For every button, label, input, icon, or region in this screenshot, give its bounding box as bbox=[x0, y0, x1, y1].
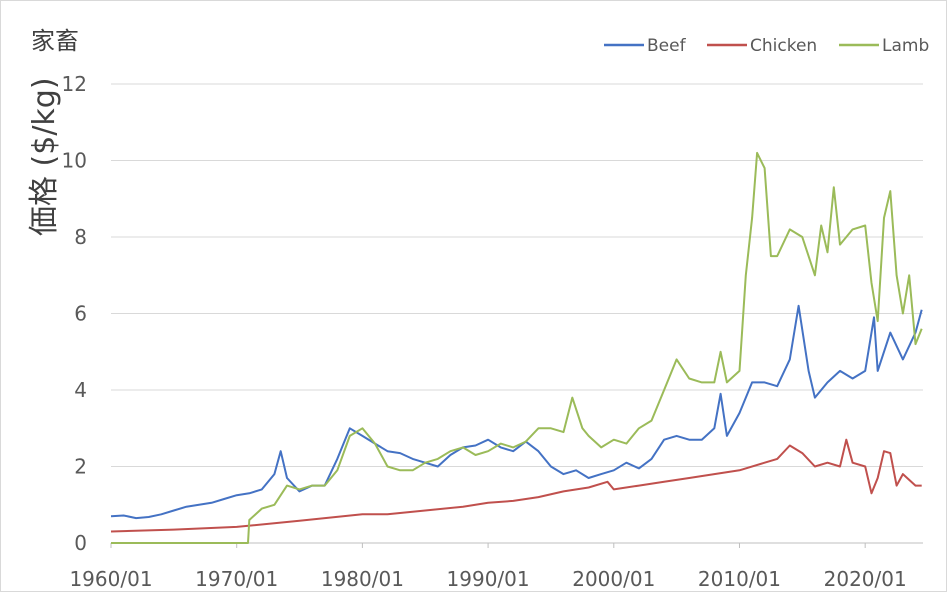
gridlines bbox=[110, 83, 923, 548]
series-line-beef bbox=[110, 304, 923, 520]
x-tick-label: 2000/01 bbox=[572, 567, 655, 591]
legend-label-chicken: Chicken bbox=[750, 36, 817, 56]
x-tick-label: 1970/01 bbox=[195, 567, 278, 591]
y-tick-label: 8 bbox=[74, 225, 87, 249]
series-line-chicken bbox=[110, 438, 922, 533]
x-tick-label: 2010/01 bbox=[698, 567, 781, 591]
legend-label-lamb: Lamb bbox=[882, 36, 929, 56]
series-line-lamb bbox=[111, 151, 923, 544]
series-lines bbox=[110, 151, 923, 544]
x-tick-labels: 1960/01 1970/01 1980/01 1990/01 2000/01 2010/… bbox=[69, 567, 906, 591]
x-tick-label: 1960/01 bbox=[69, 567, 152, 591]
x-tick-label: 1990/01 bbox=[447, 567, 530, 591]
y-tick-label: 12 bbox=[62, 72, 87, 96]
legend-label-beef: Beef bbox=[647, 36, 687, 56]
x-tick-label: 2020/01 bbox=[824, 567, 907, 591]
x-tick-label: 1980/01 bbox=[321, 567, 404, 591]
y-tick-label: 6 bbox=[74, 302, 87, 326]
legend: Beef Chicken Lamb bbox=[604, 36, 929, 56]
y-tick-label: 10 bbox=[62, 149, 87, 173]
y-tick-label: 4 bbox=[74, 378, 87, 402]
y-tick-label: 2 bbox=[74, 455, 87, 479]
y-tick-labels: 0 2 4 6 8 10 12 bbox=[62, 72, 87, 555]
chart-title: 家畜 bbox=[31, 27, 79, 55]
y-tick-label: 0 bbox=[74, 531, 87, 555]
